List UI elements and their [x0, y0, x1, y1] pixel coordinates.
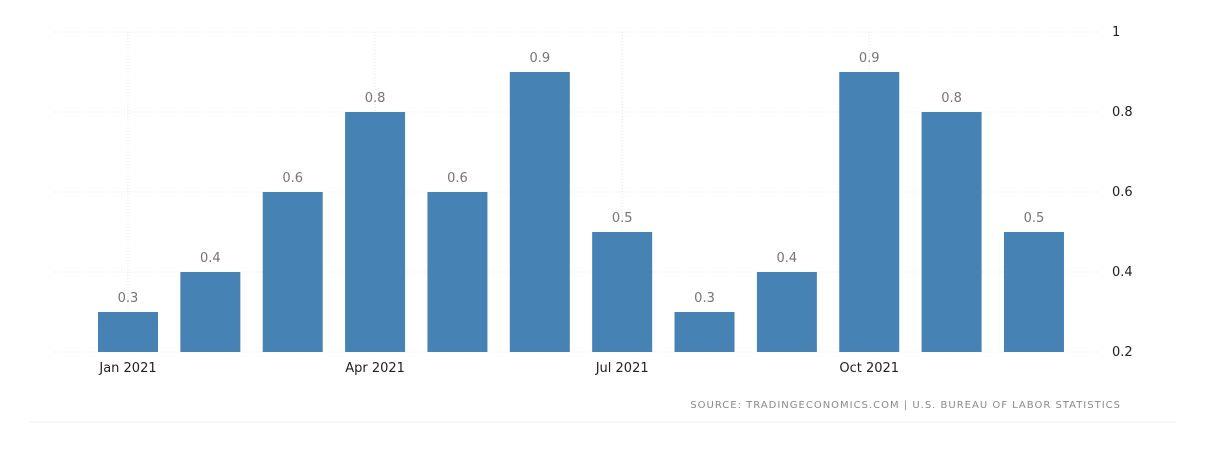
source-note: SOURCE: TRADINGECONOMICS.COM | U.S. BURE… [690, 400, 1121, 411]
y-tick-label: 0.4 [1112, 265, 1133, 280]
x-axis: Jan 2021 Apr 2021 Jul 2021 Oct 2021 [98, 361, 899, 376]
bar-value-label: 0.6 [447, 171, 468, 186]
bar-value-label: 0.6 [282, 171, 303, 186]
bar-value-label: 0.4 [200, 251, 221, 266]
bar[interactable] [98, 312, 158, 352]
bar[interactable] [921, 112, 982, 352]
bar[interactable] [1003, 232, 1064, 352]
bar[interactable] [592, 232, 653, 352]
x-tick-label: Jul 2021 [595, 361, 649, 376]
bar-value-label: 0.4 [777, 251, 798, 266]
x-tick-label: Apr 2021 [345, 361, 405, 376]
bar-value-label: 0.8 [365, 91, 386, 106]
bar[interactable] [674, 312, 735, 352]
bar[interactable] [756, 272, 817, 352]
bar-value-label: 0.5 [612, 211, 633, 226]
bar-value-label: 0.9 [859, 51, 880, 66]
x-tick-label: Jan 2021 [98, 361, 156, 376]
y-tick-label: 1 [1112, 25, 1120, 40]
bar[interactable] [262, 192, 323, 352]
y-tick-label: 0.2 [1112, 345, 1133, 360]
bar[interactable] [345, 112, 406, 352]
bar-value-label: 0.9 [529, 51, 550, 66]
y-tick-label: 0.6 [1112, 185, 1133, 200]
y-tick-label: 0.8 [1112, 105, 1133, 120]
bar-value-label: 0.5 [1024, 211, 1045, 226]
bar[interactable] [509, 72, 570, 352]
bars [98, 72, 1064, 352]
bar-value-label: 0.3 [694, 291, 715, 306]
bar[interactable] [839, 72, 900, 352]
y-axis: 0.2 0.4 0.6 0.8 1 [1112, 25, 1133, 360]
x-tick-label: Oct 2021 [839, 361, 899, 376]
bar[interactable] [427, 192, 488, 352]
bar-value-label: 0.8 [941, 91, 962, 106]
bar[interactable] [180, 272, 241, 352]
bar-value-labels: 0.3 0.4 0.6 0.8 0.6 0.9 0.5 0.3 0.4 0.9 0.8 0.5 [118, 51, 1045, 306]
bar-value-label: 0.3 [118, 291, 139, 306]
